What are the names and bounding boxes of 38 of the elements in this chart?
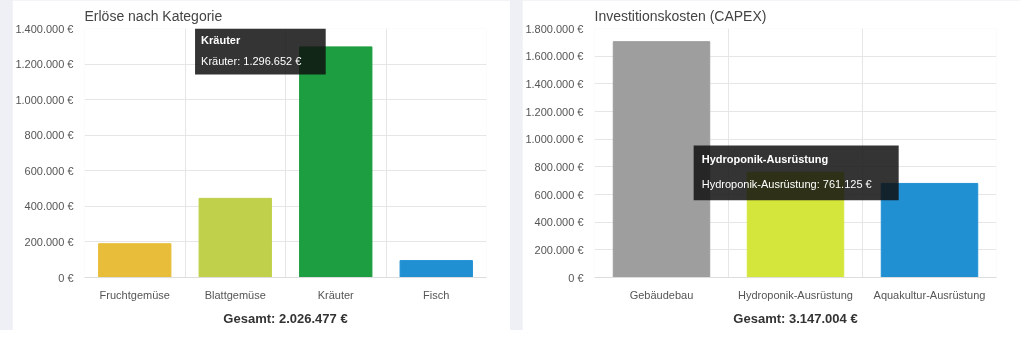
bar	[98, 243, 172, 278]
y-tick-label: 200.000 €	[24, 235, 74, 248]
y-tick-label: 1.200.000 €	[525, 105, 584, 118]
y-tick-label: 1.000.000 €	[15, 93, 74, 106]
y-tick-label: 600.000 €	[534, 188, 584, 201]
y-tick-label: 0 €	[58, 271, 74, 284]
bar	[299, 46, 373, 278]
x-tick-label: Aquakultur-Ausrüstung	[873, 288, 986, 301]
x-tick-label: Fisch	[423, 288, 450, 301]
y-tick-label: 600.000 €	[24, 164, 74, 177]
y-tick-label: 1.600.000 €	[525, 50, 584, 63]
y-tick-label: 200.000 €	[534, 243, 584, 256]
y-tick-label: 400.000 €	[24, 200, 74, 213]
y-tick-label: 1.400.000 €	[525, 77, 584, 90]
annotation: Hydroponik-Ausrüstung: 761.125 €	[701, 178, 872, 191]
x-tick-label: Kräuter	[317, 288, 355, 301]
annotation: Kräuter: 1.296.652 €	[201, 54, 302, 67]
y-tick-label: 1.400.000 €	[15, 22, 74, 35]
text: Gesamt: 2.026.477 €	[223, 310, 348, 326]
chart-title: Investitionskosten (CAPEX)	[594, 7, 767, 24]
bar	[880, 182, 979, 278]
y-tick-label: 400.000 €	[534, 216, 584, 229]
y-tick-label: 800.000 €	[24, 129, 74, 142]
bar	[399, 260, 473, 278]
y-tick-label: 800.000 €	[534, 160, 584, 173]
y-tick-label: 0 €	[568, 271, 584, 284]
annotation: Kräuter	[201, 34, 241, 47]
x-tick-label: Hydroponik-Ausrüstung	[738, 288, 853, 301]
chart-title: Erlöse nach Kategorie	[84, 7, 223, 24]
bar	[198, 197, 272, 278]
y-tick-label: 1.200.000 €	[15, 58, 74, 71]
annotation: Hydroponik-Ausrüstung	[701, 153, 829, 166]
text: Gesamt: 3.147.004 €	[733, 310, 858, 326]
x-tick-label: Blattgemüse	[204, 288, 266, 301]
x-tick-label: Gebäudebau	[629, 288, 694, 301]
y-tick-label: 1.000.000 €	[525, 133, 584, 146]
y-tick-label: 1.800.000 €	[525, 22, 584, 35]
x-tick-label: Fruchtgemüse	[99, 288, 170, 301]
